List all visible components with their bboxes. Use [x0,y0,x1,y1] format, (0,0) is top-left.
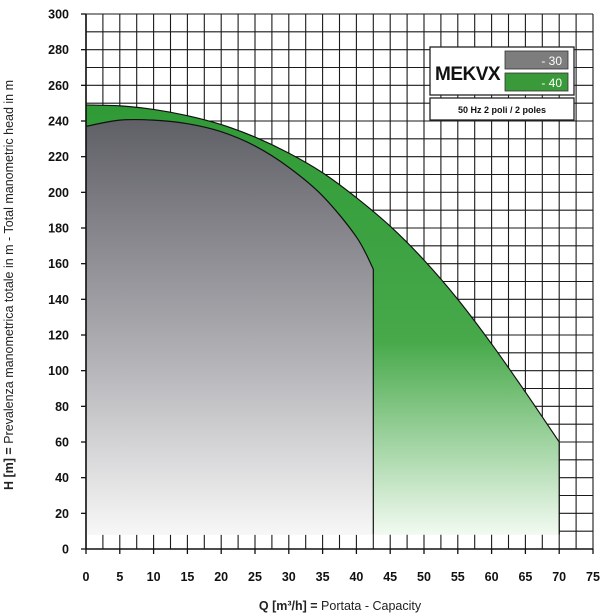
y-tick-labels: 0 20 40 60 80 100 120 140 160 180 200 220 240 260 280 3… [48,8,69,557]
y-tick-label: 300 [48,8,69,22]
y-tick-label: 260 [48,79,69,93]
y-tick-label: 20 [55,507,69,521]
y-tick-label: 160 [48,257,69,271]
x-tick-label: 30 [282,570,296,584]
x-tick-label: 45 [383,570,397,584]
legend-label-40: - 40 [541,76,562,90]
x-tick-label: 10 [147,570,161,584]
y-tick-label: 100 [48,364,69,378]
legend: MEKVX - 30 - 40 50 Hz 2 poli / 2 poles [430,47,574,120]
x-tick-label: 20 [214,570,228,584]
y-tick-label: 180 [48,222,69,236]
x-tick-label: 5 [116,570,123,584]
y-tick-label: 60 [55,436,69,450]
x-tick-label: 55 [451,570,465,584]
legend-model-label: MEKVX [435,64,501,85]
y-tick-label: 140 [48,293,69,307]
x-tick-label: 70 [552,570,566,584]
y-tick-label: 40 [55,471,69,485]
y-tick-label: 280 [48,43,69,57]
x-tick-label: 75 [586,570,600,584]
x-tick-label: 65 [518,570,532,584]
x-axis-title: Q [m³/h] = Portata - Capacity [259,599,422,613]
x-tick-label: 50 [417,570,431,584]
y-tick-label: 200 [48,186,69,200]
legend-frequency-label: 50 Hz 2 poli / 2 poles [458,105,546,115]
y-axis-title: H [m] = Prevalenza manometrica totale in… [2,80,16,490]
y-tick-label: 220 [48,150,69,164]
x-tick-label: 0 [83,570,90,584]
legend-label-30: - 30 [541,54,562,68]
y-tick-label: 80 [55,400,69,414]
y-tick-label: 0 [62,543,69,557]
x-tick-label: 35 [316,570,330,584]
x-tick-label: 60 [485,570,499,584]
x-tick-label: 15 [180,570,194,584]
x-tick-label: 25 [248,570,262,584]
x-tick-label: 40 [349,570,363,584]
y-tick-label: 240 [48,115,69,129]
x-tick-labels: 0 5 10 15 20 25 30 35 40 45 50 55 60 65 70 75 [83,570,600,584]
y-tick-label: 120 [48,329,69,343]
